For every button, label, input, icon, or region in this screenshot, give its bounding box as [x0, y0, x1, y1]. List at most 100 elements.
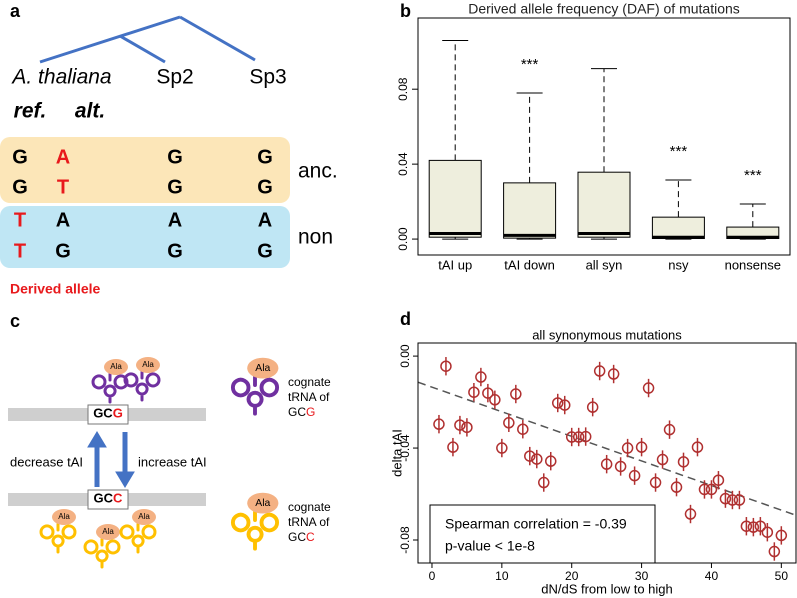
cognate-codon: GCC: [288, 530, 315, 544]
significance: ***: [744, 167, 762, 184]
point: [705, 483, 718, 496]
amino-acid: [96, 524, 120, 540]
chart-title: all synonymous mutations: [532, 327, 682, 342]
column-header: ref.: [14, 100, 47, 123]
cognate-label: cognate: [288, 375, 331, 389]
plot-frame: [417, 342, 797, 564]
point: [628, 469, 641, 482]
point: [649, 476, 662, 489]
amino-acid-label: Ala: [138, 512, 150, 521]
point: [691, 441, 704, 453]
amino-acid: [247, 357, 279, 379]
point: [593, 365, 606, 377]
point: [586, 401, 599, 413]
amino-acid-label: Ala: [102, 527, 114, 536]
point: [754, 520, 767, 532]
base: T: [57, 176, 69, 198]
trna-body: [83, 537, 121, 569]
base: T: [14, 240, 26, 262]
y-tick-label: 0.00: [396, 227, 410, 251]
x-tick-label: 50: [775, 569, 789, 583]
point: [510, 388, 522, 400]
point: [670, 481, 683, 493]
annotation: p-value < 1e-8: [445, 538, 535, 554]
x-tick-label: 30: [635, 569, 649, 583]
amino-acid-label: Ala: [255, 498, 270, 509]
legend: Derived allele: [10, 281, 100, 297]
panel-label: c: [10, 311, 20, 331]
point: [740, 520, 753, 532]
point: [614, 460, 627, 473]
text-part: G: [113, 406, 123, 421]
point: [726, 494, 739, 506]
base: G: [257, 146, 273, 168]
point: [712, 474, 725, 486]
y-tick-label: 0.04: [396, 152, 410, 176]
codon: GCC: [94, 491, 124, 506]
base: A: [258, 209, 272, 231]
arrow-label: increase tAI: [138, 454, 207, 469]
amino-acid: [247, 492, 279, 514]
base: G: [12, 176, 28, 198]
chart-title: Derived allele frequency (DAF) of mutati…: [468, 1, 740, 17]
base: G: [167, 146, 183, 168]
plot-frame: [417, 17, 791, 256]
point: [733, 494, 746, 506]
arrow-label: decrease tAI: [10, 454, 83, 469]
point: [468, 386, 480, 398]
y-axis-label: delta tAI: [389, 429, 404, 477]
group-label: anc.: [298, 160, 338, 183]
point: [558, 399, 571, 411]
base: G: [257, 176, 273, 198]
box: [577, 171, 631, 238]
cognate-label: tRNA of: [288, 390, 330, 404]
amino-acid: [132, 509, 156, 525]
base: G: [167, 240, 183, 262]
ancestral-box: [0, 137, 290, 203]
x-tick-label: nonsense: [725, 257, 781, 272]
cognate-label: cognate: [288, 500, 331, 514]
text-part: GC: [288, 530, 306, 544]
point: [719, 492, 732, 505]
y-tick-label: 0.00: [398, 344, 412, 368]
annotation-box: [429, 504, 656, 564]
group-label: non: [298, 226, 333, 249]
point: [621, 442, 634, 454]
point: [503, 417, 515, 429]
box: [428, 159, 482, 238]
x-tick-label: 10: [495, 569, 509, 583]
x-tick-label: nsy: [668, 257, 689, 272]
significance: ***: [670, 143, 688, 160]
y-tick-label: 0.08: [396, 77, 410, 101]
point: [531, 453, 543, 465]
point: [635, 441, 648, 453]
point: [538, 476, 550, 489]
amino-acid: [136, 357, 160, 373]
x-tick-label: 20: [565, 569, 579, 583]
point: [440, 360, 452, 372]
text-part: C: [306, 530, 315, 544]
base: A: [168, 209, 182, 231]
trna: Ala: [119, 509, 157, 554]
text-part: C: [113, 491, 123, 506]
base: A: [56, 209, 70, 231]
point: [579, 430, 592, 443]
point: [684, 508, 697, 520]
base: A: [56, 146, 70, 168]
point: [768, 545, 781, 558]
trna-body: [123, 370, 161, 402]
point: [572, 431, 585, 443]
x-tick-label: 0: [429, 569, 436, 583]
trna: Ala: [230, 357, 280, 416]
cognate-label: tRNA of: [288, 515, 330, 529]
panel-label: a: [10, 1, 21, 21]
point: [461, 421, 473, 434]
box: [651, 216, 705, 240]
trna: Ala: [83, 524, 121, 569]
tree: [39, 15, 256, 64]
point: [482, 387, 494, 399]
point: [747, 521, 760, 533]
panel-label: d: [400, 309, 411, 329]
species-label: Sp2: [156, 66, 193, 89]
